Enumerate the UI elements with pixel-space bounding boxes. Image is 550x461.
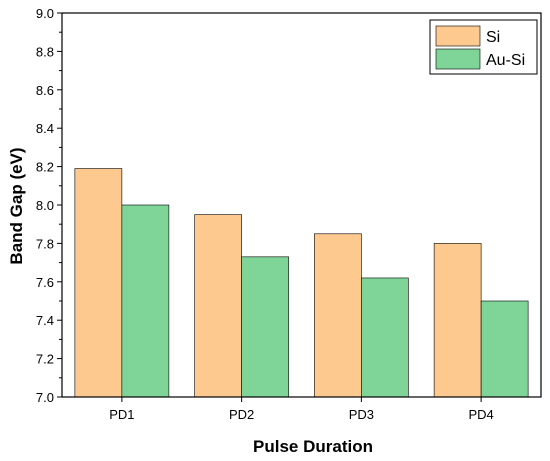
- bar-si-pd1: [74, 168, 123, 398]
- bars-group: [74, 168, 529, 398]
- bar-au-si-pd1: [121, 204, 170, 398]
- x-tick-label-pd4: PD4: [468, 407, 493, 422]
- y-ticks-group: 7.0 7.2 7.4 7.6 7.8 8.0 8.2 8.4 8.6 8.8 9.0: [36, 6, 62, 405]
- y-tick-label: 7.4: [36, 313, 54, 328]
- y-axis-title: Band Gap (eV): [7, 147, 26, 264]
- y-tick-label: 7.0: [36, 390, 54, 405]
- y-tick-label: 8.8: [36, 44, 54, 59]
- legend-label-si: Si: [486, 29, 500, 46]
- y-tick-label: 8.6: [36, 83, 54, 98]
- y-tick-label: 8.2: [36, 160, 54, 175]
- y-tick-label: 8.0: [36, 198, 54, 213]
- bar-si-pd3: [314, 233, 362, 398]
- legend: Si Au-Si: [429, 19, 538, 75]
- bar-si-pd2: [194, 214, 242, 398]
- bar-au-si-pd2: [241, 256, 289, 398]
- x-axis-title: Pulse Duration: [253, 437, 373, 456]
- y-tick-label: 7.8: [36, 236, 54, 251]
- legend-swatch-si: [435, 25, 481, 47]
- x-tick-label-pd2: PD2: [229, 407, 254, 422]
- bar-au-si-pd4: [480, 300, 529, 398]
- bar-au-si-pd3: [361, 277, 409, 398]
- x-tick-label-pd3: PD3: [349, 407, 374, 422]
- y-tick-label: 7.2: [36, 352, 54, 367]
- y-tick-label: 8.4: [36, 121, 54, 136]
- legend-swatch-au-si: [435, 48, 481, 70]
- x-tick-label-pd1: PD1: [109, 407, 134, 422]
- y-tick-label: 9.0: [36, 6, 54, 21]
- y-tick-label: 7.6: [36, 275, 54, 290]
- bar-si-pd4: [433, 243, 482, 398]
- legend-label-au-si: Au-Si: [486, 52, 525, 69]
- x-categories-group: PD1 PD2 PD3 PD4: [109, 397, 494, 422]
